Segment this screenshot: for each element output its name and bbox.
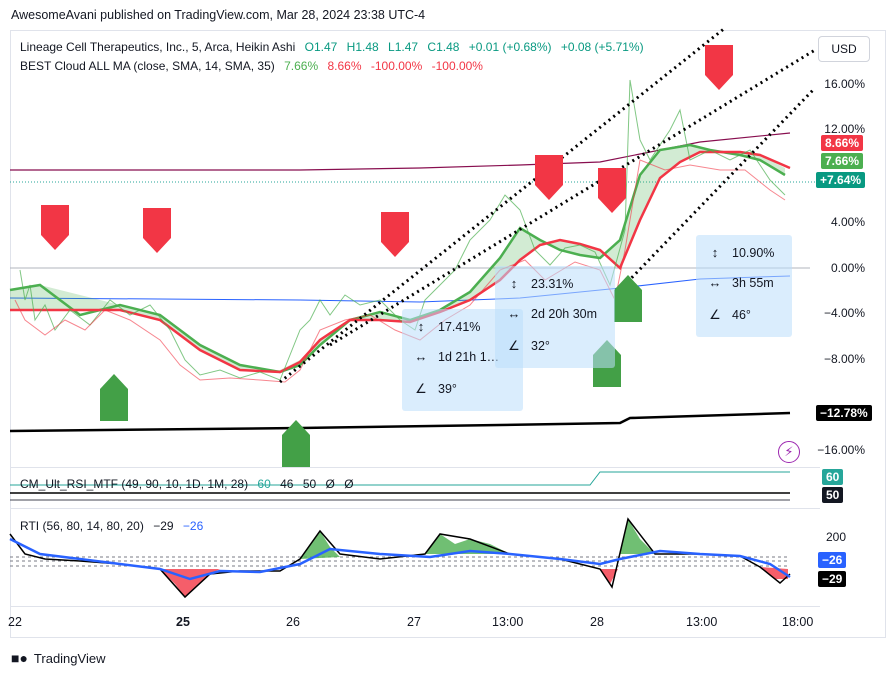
measure-percent: 10.90% [732, 245, 775, 260]
time-tick: 26 [286, 615, 300, 629]
cm-tag-black: 50 [822, 487, 844, 503]
price-tick: −4.00% [823, 306, 865, 320]
indicator-v3: -100.00% [370, 59, 423, 73]
price-tick: 12.00% [824, 122, 865, 136]
pane-divider[interactable] [10, 508, 820, 509]
ohlc-open: O1.47 [304, 40, 338, 54]
pane-divider[interactable] [10, 467, 820, 468]
price-tick: 4.00% [830, 215, 865, 229]
angle-icon: ∠ [508, 338, 520, 353]
time-tick: 25 [176, 615, 190, 629]
rti-value-1: −29 [153, 519, 174, 533]
price-tag-green: 7.66% [821, 153, 864, 169]
time-axis-line [10, 606, 820, 607]
measure-duration: 3h 55m [732, 275, 774, 290]
last-price-tag: +7.64% [816, 172, 866, 188]
time-tick: 13:00 [492, 615, 524, 629]
time-tick: 22 [8, 615, 22, 629]
indicator-v1: 7.66% [284, 59, 319, 73]
indicator-legend[interactable]: BEST Cloud ALL MA (close, SMA, 14, SMA, … [20, 59, 489, 73]
rti-tag-black: −29 [818, 571, 847, 587]
price-tick: 0.00% [830, 261, 865, 275]
rti-legend-name: RTI (56, 80, 14, 80, 20) [20, 519, 144, 533]
cm-legend-name: CM_Ult_RSI_MTF (49, 90, 10, 1D, 1M, 28) [20, 477, 249, 491]
cm-value: 46 [280, 477, 294, 491]
price-tag-red: 8.66% [821, 135, 864, 151]
cm-rsi-pane[interactable] [0, 468, 820, 508]
width-icon: ↔ [708, 275, 722, 290]
symbol-title: Lineage Cell Therapeutics, Inc., 5, Arca… [20, 40, 296, 54]
change-1: +0.01 (+0.68%) [468, 40, 552, 54]
ohlc-low: L1.47 [388, 40, 419, 54]
time-tick: 28 [590, 615, 604, 629]
publisher-line: AwesomeAvani published on TradingView.co… [11, 8, 426, 22]
price-tick: −8.00% [823, 352, 865, 366]
price-tag-black: −12.78% [816, 405, 872, 421]
cm-value: 60 [257, 477, 271, 491]
indicator-v2: 8.66% [327, 59, 362, 73]
angle-icon: ∠ [415, 381, 427, 396]
lightning-icon[interactable]: ⚡ [778, 441, 800, 463]
time-tick: 13:00 [686, 615, 718, 629]
tradingview-logo-icon: ■● [11, 650, 28, 666]
angle-icon: ∠ [709, 307, 721, 322]
cm-value: Ø [325, 477, 335, 491]
measure-box[interactable]: ↕ 23.31% ↔ 2d 20h 30m ∠ 32° [495, 266, 615, 368]
measure-duration: 2d 20h 30m [531, 306, 598, 321]
height-icon: ↕ [510, 276, 518, 291]
measure-box[interactable]: ↕ 10.90% ↔ 3h 55m ∠ 46° [696, 235, 792, 337]
chart-frame [10, 30, 886, 638]
time-tick: 27 [407, 615, 421, 629]
indicator-v4: -100.00% [431, 59, 483, 73]
height-icon: ↕ [711, 245, 719, 260]
price-tick: 16.00% [824, 77, 865, 91]
width-icon: ↔ [507, 306, 521, 321]
rti-pane[interactable] [0, 509, 820, 609]
width-icon: ↔ [414, 349, 428, 364]
rti-legend[interactable]: RTI (56, 80, 14, 80, 20) −29 −26 [20, 519, 209, 533]
cm-legend[interactable]: CM_Ult_RSI_MTF (49, 90, 10, 1D, 1M, 28) … [20, 477, 360, 491]
indicator-name: BEST Cloud ALL MA (close, SMA, 14, SMA, … [20, 59, 275, 73]
change-2: +0.08 (+5.71%) [560, 40, 644, 54]
ohlc-high: H1.48 [346, 40, 379, 54]
cm-value: Ø [344, 477, 354, 491]
cm-value: 50 [302, 477, 317, 491]
tradingview-footer[interactable]: ■● TradingView [11, 650, 105, 666]
rti-tag-blue: −26 [818, 552, 847, 568]
measure-angle: 46° [732, 308, 751, 322]
measure-percent: 17.41% [438, 319, 481, 334]
height-icon: ↕ [417, 319, 425, 334]
symbol-legend[interactable]: Lineage Cell Therapeutics, Inc., 5, Arca… [20, 40, 650, 54]
measure-percent: 23.31% [531, 276, 574, 291]
currency-button[interactable]: USD [818, 36, 870, 62]
measure-angle: 32° [531, 339, 550, 353]
price-tick: −16.00% [817, 443, 865, 457]
measure-duration: 1d 21h 1… [438, 349, 500, 364]
measure-angle: 39° [438, 382, 457, 396]
rti-tick-200: 200 [825, 530, 846, 544]
rti-value-2: −26 [182, 519, 204, 533]
cm-tag-green: 60 [822, 469, 844, 485]
ohlc-close: C1.48 [427, 40, 460, 54]
time-tick: 18:00 [782, 615, 814, 629]
footer-brand: TradingView [33, 650, 106, 666]
